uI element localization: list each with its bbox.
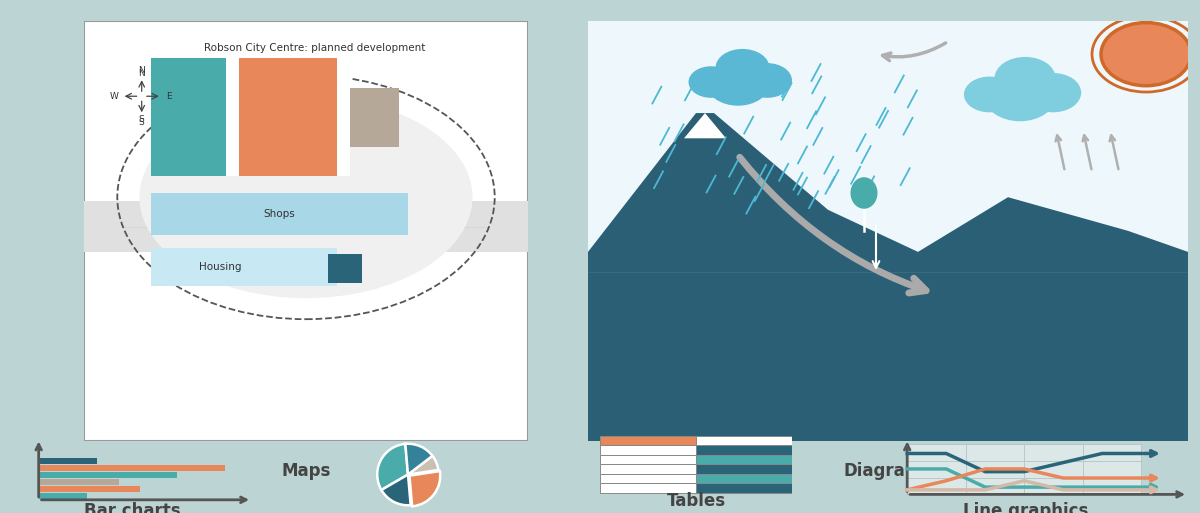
Circle shape (984, 71, 1056, 121)
Text: Diagrams: Diagrams (844, 462, 932, 480)
Bar (696, 436, 792, 445)
Text: W: W (109, 92, 119, 101)
Circle shape (743, 63, 792, 98)
Ellipse shape (851, 177, 877, 209)
Bar (600, 445, 696, 455)
Wedge shape (377, 444, 408, 490)
Bar (696, 464, 792, 474)
Bar (907, 444, 1141, 495)
Bar (151, 193, 408, 235)
Bar (696, 455, 792, 464)
Text: Robson City Centre: planned development: Robson City Centre: planned development (204, 43, 426, 53)
Bar (600, 474, 696, 483)
Bar (600, 455, 696, 464)
Text: Maps: Maps (281, 462, 331, 480)
Text: S: S (139, 115, 144, 124)
Circle shape (689, 66, 733, 98)
Text: N: N (138, 69, 145, 77)
Circle shape (1025, 73, 1081, 112)
Bar (38, 479, 119, 485)
Circle shape (995, 57, 1056, 100)
Bar (588, 273, 1188, 441)
Bar (696, 483, 792, 493)
Bar (696, 474, 792, 483)
Text: Bar charts: Bar charts (84, 502, 180, 513)
Bar (84, 202, 528, 252)
Bar (38, 465, 226, 470)
Text: S: S (139, 118, 144, 127)
Bar (600, 464, 696, 474)
Bar (38, 494, 86, 499)
Bar (588, 21, 1188, 252)
Bar (337, 58, 350, 176)
Text: Housing: Housing (199, 262, 242, 271)
Wedge shape (382, 475, 410, 505)
Wedge shape (406, 444, 432, 475)
Circle shape (964, 76, 1015, 112)
Wedge shape (408, 456, 438, 475)
Text: N: N (138, 66, 145, 75)
Circle shape (707, 62, 769, 106)
Polygon shape (684, 113, 726, 139)
Bar (329, 254, 361, 283)
Ellipse shape (139, 96, 473, 298)
Text: Tables: Tables (666, 492, 726, 510)
Bar (488, 202, 528, 252)
Bar (600, 483, 696, 493)
Bar (600, 436, 696, 445)
Bar (350, 88, 400, 147)
Bar (151, 58, 226, 176)
Bar (151, 248, 337, 286)
Wedge shape (409, 471, 440, 506)
Bar (226, 58, 240, 176)
Text: E: E (167, 92, 172, 101)
Circle shape (1102, 23, 1190, 86)
Text: Line graphics: Line graphics (964, 502, 1088, 513)
Bar (240, 58, 337, 176)
Text: Shops: Shops (264, 209, 295, 219)
Bar (38, 459, 97, 464)
Polygon shape (918, 197, 1188, 273)
Bar (588, 252, 1188, 441)
Bar (696, 445, 792, 455)
Bar (38, 486, 140, 491)
Bar (38, 472, 178, 478)
Polygon shape (588, 113, 918, 273)
Bar (84, 202, 124, 252)
Circle shape (715, 49, 769, 87)
